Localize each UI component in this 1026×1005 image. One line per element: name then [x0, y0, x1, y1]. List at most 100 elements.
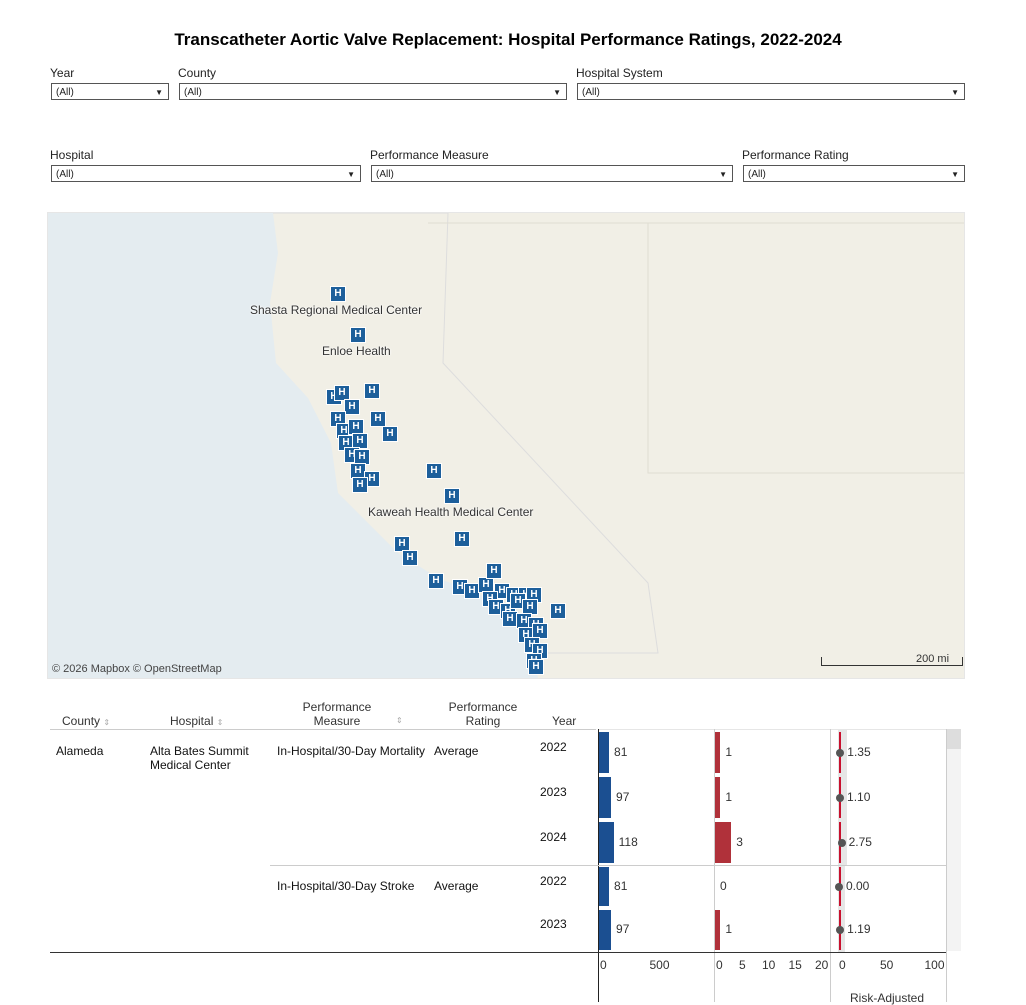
hospital-icon[interactable]: H [364, 383, 380, 399]
cell-year: 2023 [540, 917, 567, 931]
sort-icon[interactable]: ⇕ [216, 718, 224, 727]
rate-label: 0.00 [846, 878, 870, 893]
rate-dot[interactable] [836, 793, 845, 802]
hospital-icon[interactable]: H [344, 399, 360, 415]
cases-label: 81 [614, 878, 628, 893]
filter-dropdown[interactable]: (All) ▼ [179, 83, 567, 100]
hospital-icon[interactable]: H [454, 531, 470, 547]
events-label: 1 [725, 744, 733, 759]
column-header-measure[interactable]: Performance Measure [296, 700, 378, 728]
chevron-down-icon: ▼ [951, 170, 959, 179]
hospital-icon[interactable]: H [426, 463, 442, 479]
column-header-year[interactable]: Year [552, 714, 577, 728]
cases-bar[interactable] [599, 910, 612, 950]
axis-tick: 10 [762, 958, 776, 972]
chevron-down-icon: ▼ [155, 88, 163, 97]
cases-bar[interactable] [599, 777, 612, 818]
hospital-map[interactable]: HHHHHHHHHHHHHHHHHHHHHHHHHHHHHHHHHHHHHHHH… [47, 212, 965, 679]
events-bar[interactable] [715, 822, 732, 863]
map-attribution[interactable]: © 2026 Mapbox © OpenStreetMap [52, 663, 222, 675]
rate-dot[interactable] [836, 748, 845, 757]
hospital-icon[interactable]: H [334, 385, 350, 401]
axis-tick: 500 [649, 958, 670, 972]
hospital-icon[interactable]: H [370, 411, 386, 427]
filter-label: Performance Measure [370, 148, 489, 162]
events-bar[interactable] [715, 732, 721, 773]
filter-dropdown[interactable]: (All) ▼ [371, 165, 733, 182]
sort-icon[interactable]: ⇕ [396, 716, 403, 725]
column-header-county[interactable]: County ⇕ [62, 714, 110, 730]
axis-tick: 15 [788, 958, 802, 972]
header-label: Performance Measure [302, 700, 372, 728]
filter-dropdown[interactable]: (All) ▼ [743, 165, 965, 182]
hospital-icon[interactable]: H [402, 550, 418, 566]
rate-dot[interactable] [837, 838, 846, 847]
dropdown-value: (All) [56, 169, 74, 180]
cell-year: 2022 [540, 739, 567, 754]
hospital-icon[interactable]: H [486, 563, 502, 579]
cell-county: Alameda [56, 744, 104, 758]
cases-bar[interactable] [599, 867, 610, 906]
chevron-down-icon: ▼ [951, 88, 959, 97]
filter-label: Hospital [50, 148, 94, 162]
cases-label: 118 [618, 834, 638, 849]
filter-dropdown[interactable]: (All) ▼ [51, 165, 361, 182]
events-label: 3 [736, 834, 743, 849]
rate-dot[interactable] [836, 926, 845, 934]
filter-label: Performance Rating [742, 148, 849, 162]
cell-rating: Average [434, 744, 479, 758]
hospital-icon[interactable]: H [532, 623, 548, 639]
events-label: 1 [725, 789, 733, 804]
filter-dropdown[interactable]: (All) ▼ [51, 83, 169, 100]
hospital-icon[interactable]: H [428, 573, 444, 589]
cell-measure: In-Hospital/30-Day Mortality [277, 744, 426, 758]
filter-dropdown[interactable]: (All) ▼ [577, 83, 965, 100]
dropdown-value: (All) [376, 169, 394, 180]
chevron-down-icon: ▼ [553, 88, 561, 97]
cell-year: 2024 [540, 829, 567, 844]
hospital-icon[interactable]: H [528, 659, 544, 675]
axis-tick: 0 [716, 958, 723, 972]
rate-label: 1.35 [847, 744, 871, 759]
dropdown-value: (All) [748, 169, 766, 180]
hospital-icon[interactable]: H [330, 286, 346, 302]
dropdown-value: (All) [582, 87, 600, 98]
column-header-rating[interactable]: Performance Rating [448, 700, 518, 728]
divider [50, 729, 596, 730]
chevron-down-icon: ▼ [347, 170, 355, 179]
axis-tick: 5 [739, 958, 746, 972]
sort-icon[interactable]: ⇕ [103, 718, 111, 727]
hospital-icon[interactable]: H [550, 603, 566, 619]
page-title: Transcatheter Aortic Valve Replacement: … [174, 30, 842, 49]
hospital-icon[interactable]: H [352, 433, 368, 449]
group-divider [270, 865, 946, 866]
rate-dot[interactable] [835, 882, 843, 891]
scrollbar[interactable] [947, 729, 961, 951]
hospital-icon[interactable]: H [444, 488, 460, 504]
filter-label: Hospital System [576, 66, 663, 80]
hospital-icon[interactable]: H [352, 477, 368, 493]
cases-bar[interactable] [599, 732, 610, 773]
events-label: 1 [725, 922, 733, 936]
cases-bar[interactable] [599, 822, 614, 863]
map-label: Shasta Regional Medical Center [250, 303, 423, 317]
cell-year: 2022 [540, 873, 567, 888]
reference-band [838, 865, 845, 952]
column-header-hospital[interactable]: Hospital ⇕ [170, 714, 223, 730]
events-label: 0 [720, 878, 727, 893]
divider [598, 729, 946, 730]
events-bar[interactable] [715, 777, 721, 818]
cases-label: 97 [616, 922, 630, 936]
scrollbar-thumb[interactable] [947, 729, 961, 749]
map-label: Enloe Health [322, 344, 391, 358]
axis-tick: 0 [839, 958, 846, 972]
filter-label: Year [50, 66, 75, 80]
hospital-icon[interactable]: H [350, 327, 366, 343]
scale-label: 200 mi [916, 653, 950, 665]
cases-label: 81 [614, 744, 628, 759]
chevron-down-icon: ▼ [719, 170, 727, 179]
events-bar[interactable] [715, 910, 721, 950]
filter-label: County [178, 66, 217, 80]
hospital-icon[interactable]: H [382, 426, 398, 442]
header-label: County [62, 714, 101, 728]
